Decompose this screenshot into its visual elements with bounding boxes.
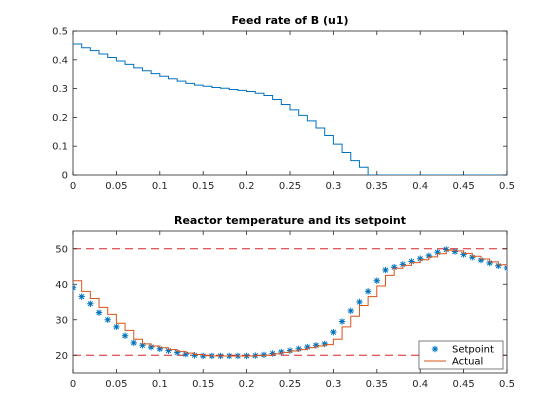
setpoint-marker [434,249,441,256]
axes-feed-rate: Feed rate of B (u1) 0 0.05 0.1 0.15 0.2 0.25 0… [52,14,515,192]
setpoint-marker [443,246,450,253]
x-tick-label: 0.5 [499,181,515,192]
setpoint-marker [495,262,502,269]
y-tick-label: 0.5 [52,27,68,38]
y-tick-label: 0.1 [52,142,68,153]
chart-title-feed-rate: Feed rate of B (u1) [231,14,348,27]
setpoint-marker [364,288,372,295]
setpoint-marker [460,251,467,258]
y-tick-label: 40 [55,280,68,291]
x-tick-label: 0.15 [192,181,214,192]
x-tick-label: 0.15 [192,379,214,390]
setpoint-marker [330,328,337,336]
y-tick-label: 0.3 [52,84,68,95]
y-tick-label: 50 [55,244,68,255]
y-tick-label: 0.4 [52,55,68,66]
y-tick-label: 30 [55,315,68,326]
setpoint-marker [121,332,129,339]
setpoint-marker [469,254,476,261]
x-tick-label: 0 [70,379,76,390]
setpoint-marker [130,339,137,347]
x-tick-label: 0.35 [366,379,388,390]
legend-marker-setpoint [431,345,439,353]
setpoint-marker [425,252,433,260]
x-tick-label: 0.4 [412,379,428,390]
plot-content-feed-rate [73,43,507,175]
setpoint-marker [87,300,94,307]
setpoint-marker [356,298,363,306]
setpoint-marker [295,345,302,353]
x-tick-label: 0.4 [412,181,428,192]
x-tick-label: 0.25 [279,379,301,390]
setpoint-marker [486,259,493,267]
x-tick-label: 0.1 [152,379,168,390]
y-tick-label: 20 [55,351,68,362]
x-tick-label: 0 [70,181,76,192]
setpoint-marker [382,266,389,274]
legend-label-actual: Actual [452,357,483,368]
y-tick-label: 0.2 [52,113,68,124]
plot-content-reactor-temperature [73,246,507,360]
setpoint-marker [156,345,163,353]
chart-title-reactor-temperature: Reactor temperature and its setpoint [174,214,406,227]
x-tick-label: 0.25 [279,181,301,192]
x-tick-label: 0.1 [152,181,168,192]
setpoint-marker [451,248,459,255]
setpoint-marker [417,255,424,262]
x-tick-label: 0.35 [366,181,388,192]
x-tick-label: 0.05 [105,181,127,192]
setpoint-marker [104,316,111,323]
setpoint-marker [347,307,354,315]
legend-label-setpoint: Setpoint [452,345,494,356]
axes-reactor-temperature: Reactor temperature and its setpoint 0 0.… [55,214,515,390]
setpoint-marker [338,318,346,325]
setpoint-marker [312,342,320,349]
setpoint-marker [95,309,103,316]
x-tick-label: 0.45 [452,379,474,390]
x-tick-label: 0.2 [239,379,255,390]
setpoint-marker [390,264,398,271]
setpoint-marker [182,350,190,358]
setpoint-marker [147,343,155,351]
setpoint-marker [399,261,407,268]
series-line-actual [73,249,507,357]
setpoint-marker [408,258,415,265]
setpoint-marker [113,323,120,331]
plot-area-feed-rate [72,30,508,176]
setpoint-marker [173,349,181,356]
x-tick-label: 0.3 [325,379,341,390]
setpoint-marker [373,277,380,284]
x-tick-label: 0.05 [105,379,127,390]
x-tick-label: 0.5 [499,379,515,390]
x-tick-label: 0.2 [239,181,255,192]
x-tick-label: 0.3 [325,181,341,192]
setpoint-marker [165,347,172,354]
setpoint-marker [191,352,198,359]
setpoint-marker [139,342,146,349]
setpoint-marker [304,343,311,351]
setpoint-marker [78,293,85,300]
x-tick-label: 0.45 [452,181,474,192]
y-tick-label: 0 [62,171,68,182]
setpoint-marker [321,340,328,348]
series-line-u1 [73,43,507,175]
setpoint-marker [477,256,485,264]
legend-box [418,340,504,370]
